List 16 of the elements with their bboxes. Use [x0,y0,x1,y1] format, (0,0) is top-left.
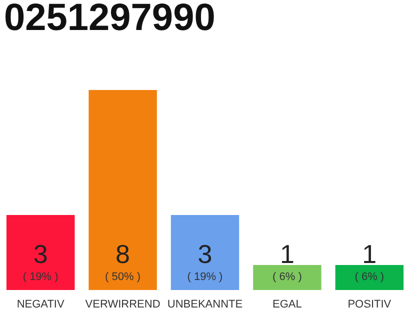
annotation: ( 50% ) [105,271,141,283]
chart-title: 0251297990 [4,0,216,39]
x-tick-label: NEGATIV [16,298,65,310]
x-tick-label: UNBEKANNTE [167,298,243,310]
x-tick-label: VERWIRREND [85,298,160,310]
data-label: 8 [116,239,130,269]
data-label: 1 [280,239,294,269]
data-label: 3 [33,239,48,269]
data-label: 3 [198,239,212,269]
annotation: ( 19% ) [187,271,223,283]
annotation: ( 19% ) [22,271,58,283]
annotation: ( 6% ) [272,271,302,283]
x-tick-label: EGAL [272,298,302,310]
annotation: ( 6% ) [354,271,384,283]
x-tick-label: POSITIV [348,298,392,310]
data-label: 1 [362,239,377,269]
